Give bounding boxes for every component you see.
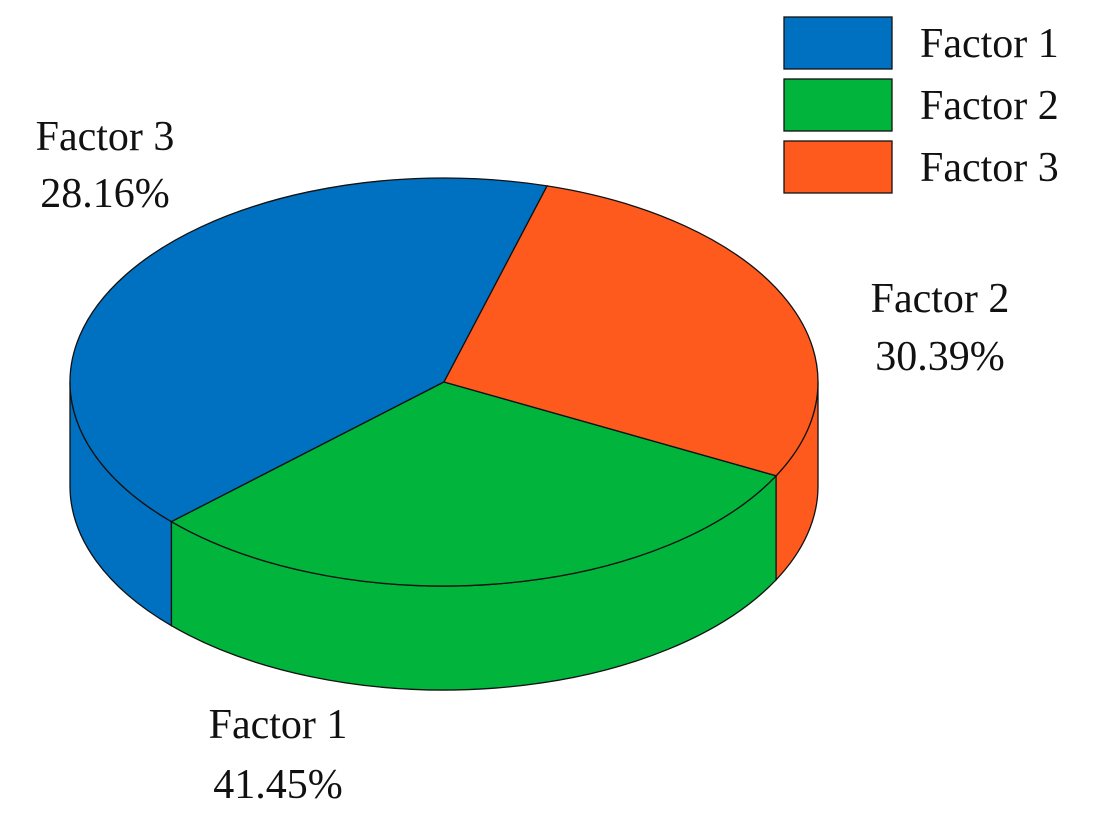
legend-swatch-2 bbox=[783, 78, 893, 132]
legend-label-2: Factor 2 bbox=[920, 83, 1059, 129]
pie-slice-2 bbox=[170, 381, 778, 587]
legend-swatch-1 bbox=[783, 16, 893, 70]
slice-label-3: Factor 3 bbox=[36, 114, 175, 160]
slice-labels: Factor 1 41.45% Factor 2 30.39% Factor 3 28.1… bbox=[36, 114, 1010, 808]
slice-label-1: Factor 1 bbox=[209, 702, 348, 748]
slice-value-3: 28.16% bbox=[40, 171, 170, 217]
legend-swatch-3 bbox=[783, 140, 893, 194]
pie-slice-3 bbox=[443, 185, 819, 477]
legend: Factor 1 Factor 2 Factor 3 bbox=[783, 16, 1059, 194]
legend-label-1: Factor 1 bbox=[920, 21, 1059, 67]
slice-value-1: 41.45% bbox=[213, 762, 343, 808]
slice-value-2: 30.39% bbox=[875, 334, 1005, 380]
slice-label-2: Factor 2 bbox=[871, 276, 1010, 322]
pie-slice-1 bbox=[69, 177, 549, 523]
pie-3d bbox=[69, 177, 819, 691]
legend-label-3: Factor 3 bbox=[920, 145, 1059, 191]
